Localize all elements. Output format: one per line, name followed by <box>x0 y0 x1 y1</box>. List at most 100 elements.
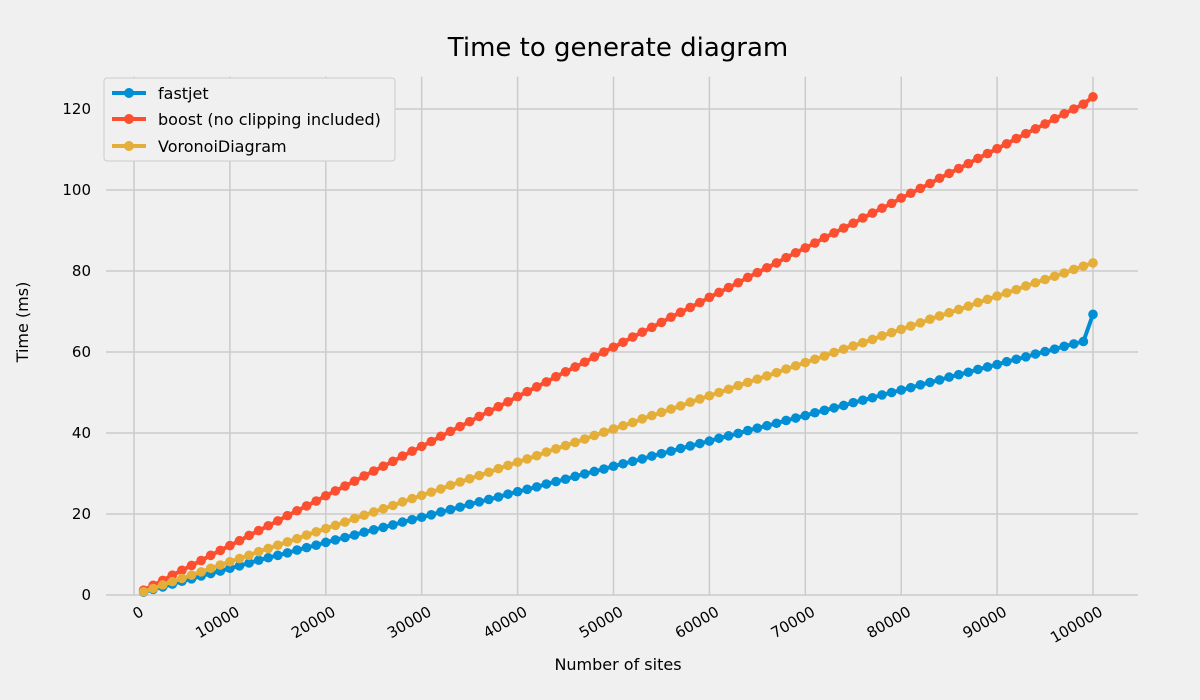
x-tick-label: 10000 <box>192 603 242 642</box>
y-tick-label: 100 <box>62 181 91 199</box>
data-point <box>321 523 331 534</box>
legend-marker-boost <box>124 114 134 124</box>
data-point <box>973 153 983 164</box>
data-point <box>858 213 868 223</box>
data-point <box>819 405 830 416</box>
data-point <box>762 371 772 381</box>
grid <box>106 76 1138 596</box>
data-point <box>388 500 398 511</box>
data-point <box>503 460 513 471</box>
series-line <box>142 95 1095 592</box>
data-point <box>234 535 245 546</box>
data-point <box>436 507 446 517</box>
legend-item-voronoidiagram: VoronoiDiagram <box>112 137 287 156</box>
data-point <box>311 527 322 537</box>
data-point <box>273 516 283 526</box>
x-tick-label: 60000 <box>672 603 722 642</box>
data-point <box>1021 352 1031 362</box>
data-point <box>301 530 312 540</box>
data-point <box>944 307 954 318</box>
data-point <box>1021 128 1031 139</box>
data-point <box>397 517 408 527</box>
data-point <box>896 193 906 203</box>
data-point <box>810 354 820 365</box>
data-point <box>714 433 724 444</box>
data-point <box>426 436 437 447</box>
series-line <box>142 261 1094 594</box>
data-point <box>925 377 935 388</box>
data-point <box>349 476 360 486</box>
x-tick-label: 40000 <box>480 603 530 642</box>
data-point <box>455 502 465 512</box>
data-point <box>541 479 552 489</box>
data-point <box>215 545 226 556</box>
data-point <box>886 327 897 338</box>
data-point <box>858 337 868 348</box>
data-point <box>282 537 293 547</box>
data-point <box>1069 339 1079 349</box>
data-point <box>1078 261 1089 271</box>
data-point <box>445 480 456 491</box>
data-point <box>829 347 839 358</box>
data-point <box>359 510 369 521</box>
series-voronoidiagram <box>138 258 1098 597</box>
data-point <box>771 418 782 429</box>
data-point <box>503 397 513 407</box>
data-point <box>771 258 782 268</box>
data-point <box>1069 264 1079 275</box>
data-point <box>1030 124 1041 134</box>
legend-label-fastjet: fastjet <box>158 84 209 103</box>
data-point <box>522 484 532 495</box>
data-point <box>551 476 561 487</box>
data-point <box>512 391 523 402</box>
data-point <box>292 505 302 516</box>
data-point <box>925 314 935 324</box>
data-point <box>560 474 571 484</box>
data-point <box>1049 271 1060 282</box>
data-point <box>512 486 523 497</box>
series-line <box>143 313 1095 595</box>
data-point <box>1049 113 1060 124</box>
y-axis-label: Time (ms) <box>13 282 32 364</box>
data-point <box>896 324 906 335</box>
data-point <box>407 493 417 504</box>
data-point <box>742 377 753 388</box>
data-point <box>531 482 542 492</box>
data-point <box>167 576 178 587</box>
data-point <box>685 302 696 313</box>
data-point <box>1001 139 1012 149</box>
data-point <box>531 382 542 392</box>
data-point <box>340 481 350 491</box>
data-point <box>675 401 686 411</box>
legend: fastjet boost (no clipping included) Vor… <box>103 77 396 162</box>
legend-label-boost: boost (no clipping included) <box>158 110 381 129</box>
data-point <box>263 552 274 563</box>
data-point <box>1011 354 1022 365</box>
data-point <box>800 410 811 421</box>
data-point <box>742 425 753 436</box>
data-point <box>627 417 638 428</box>
data-point <box>915 183 926 194</box>
data-point <box>321 537 331 548</box>
data-point <box>186 570 197 580</box>
data-point <box>551 443 561 454</box>
data-point <box>905 382 916 393</box>
data-point <box>1078 99 1089 109</box>
x-axis-ticks: 0 10000 20000 30000 40000 50000 60000 70000 8000… <box>130 603 1106 647</box>
data-point <box>1040 119 1050 129</box>
data-point <box>1059 109 1070 119</box>
data-point <box>436 484 446 494</box>
data-point <box>330 535 341 545</box>
data-point <box>599 464 609 474</box>
data-point <box>589 430 600 441</box>
legend-item-fastjet: fastjet <box>112 84 209 103</box>
data-point <box>349 513 360 524</box>
data-point <box>992 143 1002 154</box>
y-tick-label: 40 <box>72 424 91 442</box>
data-point <box>944 168 954 179</box>
data-point <box>848 218 859 229</box>
data-point <box>934 173 945 184</box>
data-point <box>426 510 437 520</box>
data-point <box>877 331 887 341</box>
data-point <box>292 545 302 555</box>
